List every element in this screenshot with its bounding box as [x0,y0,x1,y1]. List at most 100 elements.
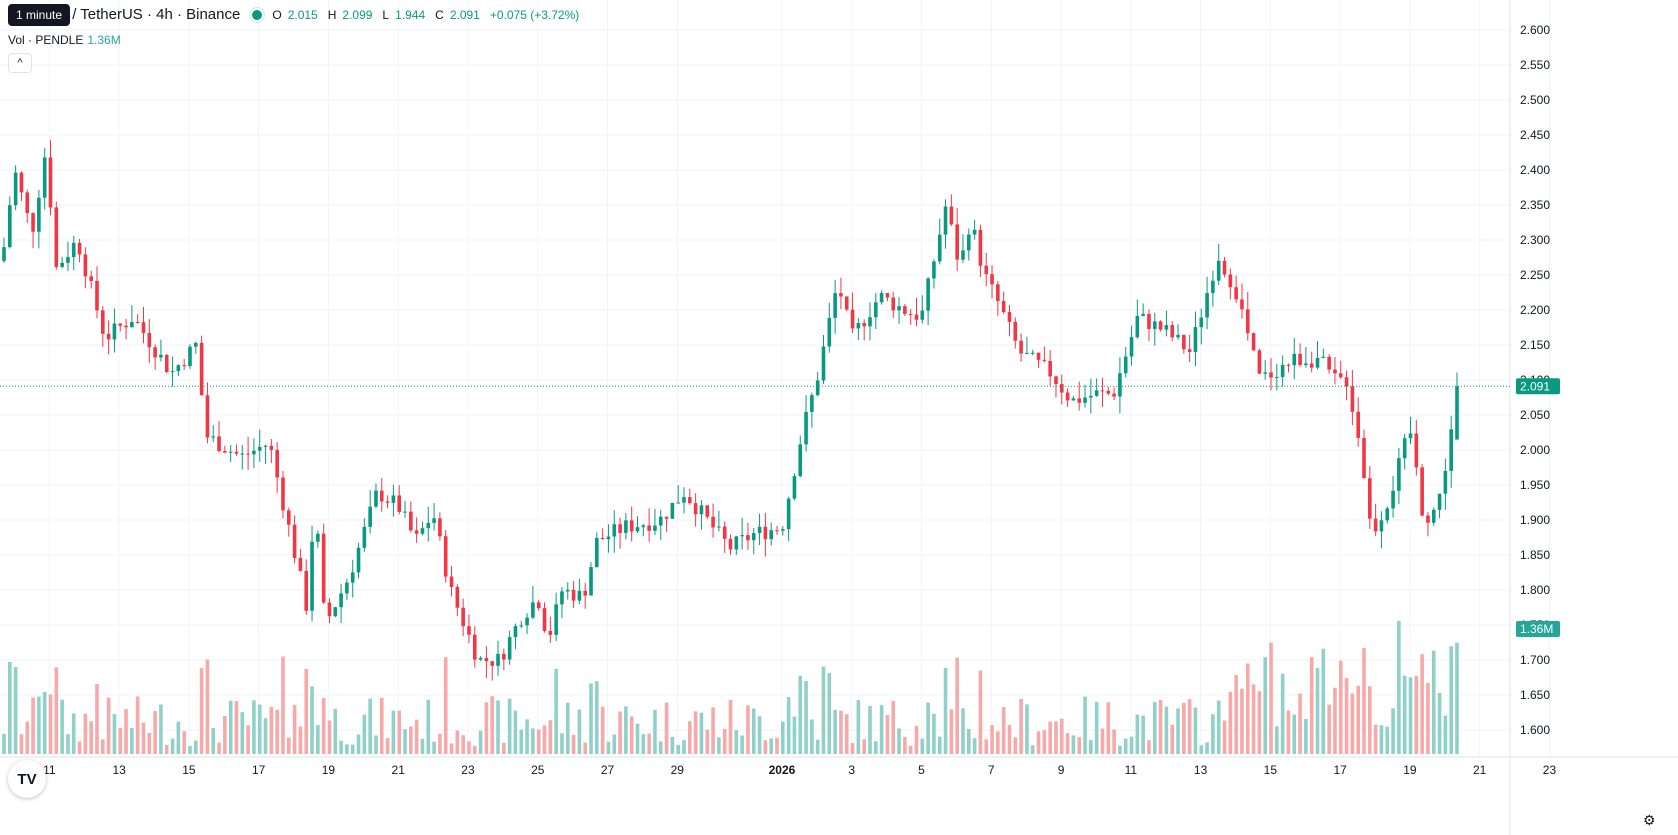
volume-bar [879,705,884,754]
candle-body [432,518,436,523]
candle-body [101,310,105,334]
price-axis[interactable]: 2.600 2.550 2.500 2.450 2.400 2.350 2.300 2.250… [1520,23,1550,737]
volume-bar [304,669,309,754]
volume-bar [135,696,140,754]
volume-bar [903,737,907,754]
candle-body [1135,315,1140,338]
candle-body [199,342,204,396]
volume-bar [839,710,843,754]
candle-body [275,449,279,478]
volume-bar [275,709,279,754]
candle-body [1094,390,1099,396]
volume-bar [1298,693,1302,754]
volume-bar [1205,742,1209,754]
time-tick-label: 21 [392,763,406,777]
volume-bar [595,681,599,754]
volume-bar [147,732,152,754]
volume-bar [1118,745,1122,754]
candle-body [833,293,837,318]
gear-icon[interactable]: ⚙ [1643,812,1656,828]
candle-body [1368,478,1372,519]
volume-bar [379,697,384,754]
candle-body [676,502,680,504]
price-tick-label: 2.000 [1520,443,1550,457]
volume-bar [1408,677,1413,754]
volume-bar [496,700,500,754]
candle-body [193,342,198,347]
candle-body [1304,363,1308,366]
candle-body [211,436,216,438]
candle-body [1275,376,1279,378]
tradingview-logo-icon[interactable]: TV [8,760,46,798]
candle-body [897,306,901,311]
volume-bar [1141,715,1145,754]
candle-body [612,524,617,537]
volume-bar [525,719,529,754]
volume-bar [1402,675,1407,754]
candle-body [89,276,93,281]
candle-body [653,525,657,531]
volume-bar [711,707,715,754]
volume-bar [193,740,198,754]
candle-body [1164,325,1169,330]
candle-body [1013,321,1018,341]
price-tick-label: 1.600 [1520,723,1550,737]
volume-bar [670,736,675,754]
volume-bar [693,711,698,754]
volume-bar [815,739,820,754]
volume-bar [949,709,954,754]
volume-bar [350,744,355,754]
volume-bar [1147,740,1151,754]
volume-bar [1135,714,1140,754]
volume-bar [1152,702,1157,754]
symbol-legend[interactable]: PENDLE / TetherUS · 4h · Binance O 2.015 … [8,6,583,23]
volume-bar [449,743,454,754]
price-tick-label: 2.200 [1520,303,1550,317]
candle-body [66,257,70,263]
candle-body [1298,353,1302,366]
volume-bar [95,684,99,754]
volume-bar [1083,696,1087,754]
low-value: 1.944 [395,7,426,22]
volume-bar [1373,724,1378,754]
candle-body [443,536,448,577]
candle-body [310,541,314,611]
candle-body [1036,352,1041,360]
volume-bar [565,702,570,754]
volume-bar [426,699,431,754]
volume-bar [472,745,477,754]
candle-body [496,653,500,666]
volume-bar [234,701,239,754]
volume-bar [996,731,1000,754]
volume-bar [1338,660,1343,754]
volume-bar [653,709,657,754]
collapse-legend-button[interactable]: ^ [8,53,32,73]
time-tick-label: 11 [43,763,56,777]
time-tick-label: 15 [1264,763,1278,777]
volume-bar [606,741,611,754]
close-value: 2.091 [449,7,480,22]
candle-body [821,346,826,381]
time-tick-label: 13 [112,763,126,777]
candle-body [1059,384,1064,393]
volume-bar [1182,702,1186,754]
time-axis[interactable]: 11 13 15 17 19 21 23 25 27 29 2026 3 5 7 9 11 13 15 17 19 21… [43,763,1556,777]
candle-body [1193,327,1198,352]
volume-bar [246,725,250,754]
candle-body [1356,411,1360,438]
volume-bar [943,667,948,754]
volume-bar [37,696,41,754]
candle-body [1338,373,1343,378]
volume-bar [159,704,163,754]
volume-bar [1280,673,1285,754]
time-tick-label: 3 [848,763,855,777]
time-tick-label: 15 [182,763,196,777]
volume-bar [414,719,419,754]
candle-body [629,520,634,532]
candle-body [827,317,832,347]
candle-body [1240,299,1244,310]
volume-bar [112,713,117,754]
volume-bar [333,708,338,754]
volume-legend[interactable]: Vol · PENDLE 1.36M [8,33,121,47]
